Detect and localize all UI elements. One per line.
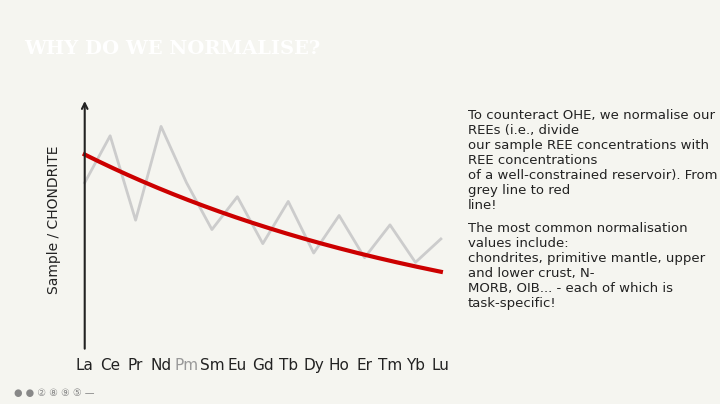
Y-axis label: Sample / CHONDRITE: Sample / CHONDRITE	[47, 146, 61, 295]
Text: WHY DO WE NORMALISE?: WHY DO WE NORMALISE?	[24, 40, 320, 58]
Text: The most common normalisation values include:
chondrites, primitive mantle, uppe: The most common normalisation values inc…	[468, 222, 705, 310]
Text: To counteract OHE, we normalise our REEs (i.e., divide
our sample REE concentrat: To counteract OHE, we normalise our REEs…	[468, 109, 718, 212]
Text: ● ● ② ⑧ ⑨ ⑤ —: ● ● ② ⑧ ⑨ ⑤ —	[14, 388, 95, 398]
